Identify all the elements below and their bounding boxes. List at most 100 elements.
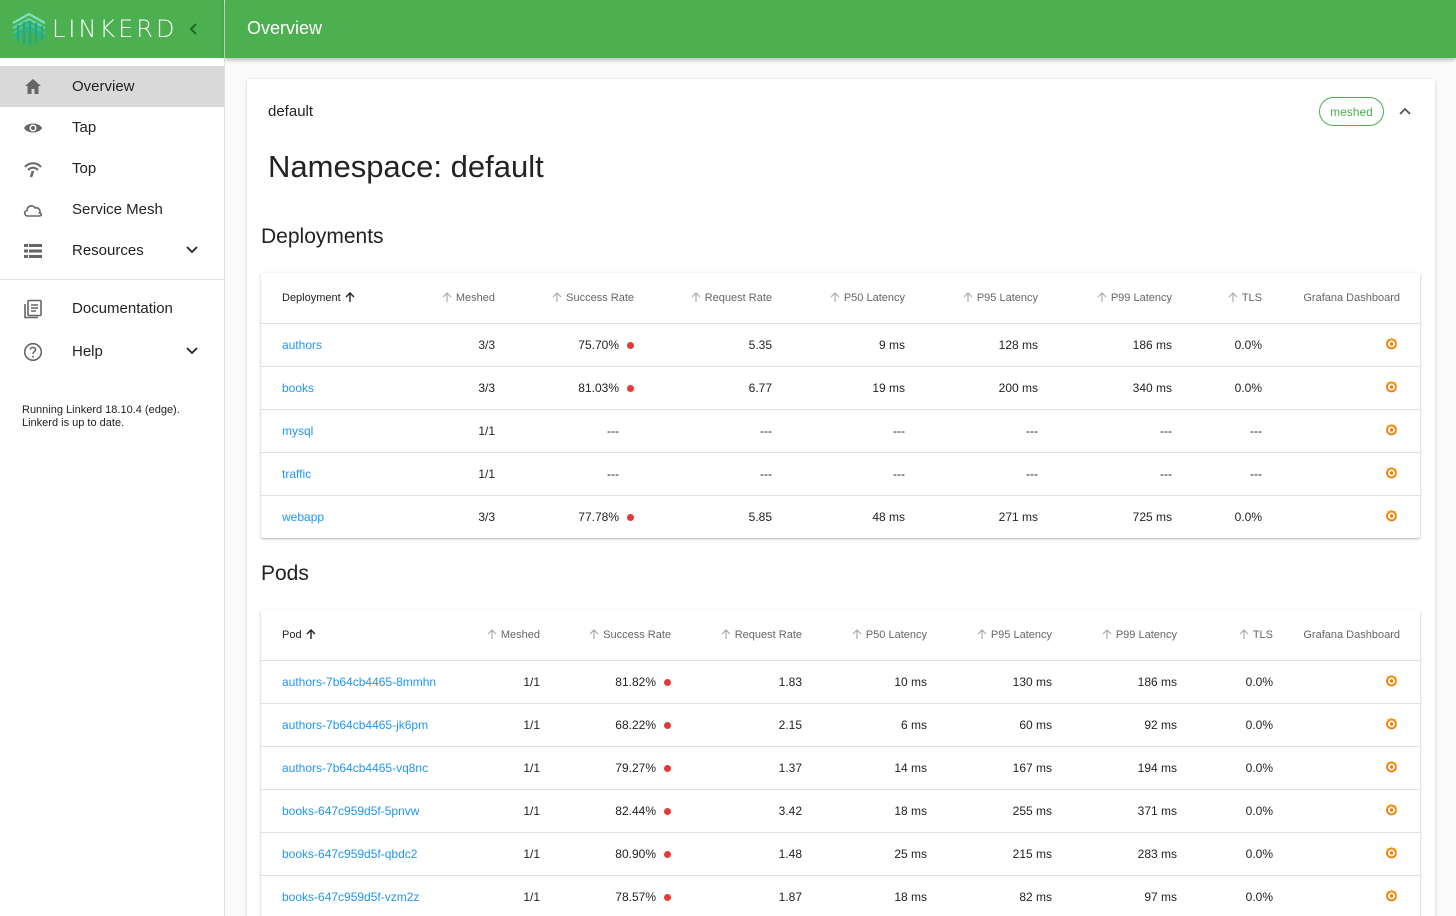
resource-name-link[interactable]: webapp	[282, 509, 325, 524]
sidebar-item-help[interactable]: Help	[0, 331, 224, 372]
resource-name-link[interactable]: books-647c959d5f-qbdc2	[282, 846, 418, 861]
grafana-icon[interactable]	[1385, 760, 1398, 773]
grafana-icon[interactable]	[1385, 846, 1398, 859]
grafana-icon[interactable]	[1385, 717, 1398, 730]
resource-name-link[interactable]: authors	[282, 337, 323, 352]
success-rate-cell: 80.90%	[552, 832, 683, 876]
resource-name-link[interactable]: mysql	[282, 423, 314, 438]
collapse-sidebar-button[interactable]	[182, 17, 206, 41]
sidebar-item-service-mesh[interactable]: Service Mesh	[0, 189, 224, 230]
tls-cell: 0.0%	[1189, 832, 1285, 876]
tls-cell: 0.0%	[1184, 366, 1274, 410]
column-header-success-rate[interactable]: Success Rate	[507, 273, 646, 324]
sidebar-item-label: Resources	[72, 242, 144, 259]
resource-name-cell: books-647c959d5f-5pnvw	[261, 789, 449, 833]
table-row[interactable]: books-647c959d5f-vzm2z 1/1 78.57% 1.87 18 ms…	[261, 875, 1420, 916]
arrow-up-icon	[345, 292, 355, 303]
update-status-line: Linkerd is up to date.	[22, 417, 125, 429]
sidebar-item-label: Top	[72, 160, 97, 177]
column-header-p50-latency[interactable]: P50 Latency	[814, 610, 939, 661]
sidebar-item-documentation[interactable]: Documentation	[0, 288, 224, 329]
linkerd-logo-icon[interactable]	[10, 11, 48, 47]
column-header-pod[interactable]: Pod	[261, 610, 449, 661]
chevron-down-icon[interactable]	[184, 343, 200, 359]
error-status-dot	[664, 764, 671, 772]
column-header-p50-latency[interactable]: P50 Latency	[784, 273, 917, 324]
column-header-p99-latency[interactable]: P99 Latency	[1050, 273, 1184, 324]
table-row[interactable]: traffic 1/1 --- --- --- --- --- ---	[261, 452, 1420, 496]
table-row[interactable]: books-647c959d5f-qbdc2 1/1 80.90% 1.48 25 ms…	[261, 832, 1420, 876]
error-status-dot	[664, 807, 671, 815]
column-header-request-rate[interactable]: Request Rate	[683, 610, 814, 661]
grafana-icon[interactable]	[1385, 889, 1398, 902]
column-header-p95-latency[interactable]: P95 Latency	[917, 273, 1050, 324]
meshed-cell: 1/1	[523, 760, 540, 775]
resource-name-link[interactable]: books	[282, 380, 315, 395]
column-header-p95-latency[interactable]: P95 Latency	[939, 610, 1064, 661]
request-rate-cell: 1.37	[683, 746, 814, 790]
p95-latency-cell: 167 ms	[1012, 760, 1052, 775]
p99-latency-cell: ---	[1050, 452, 1184, 496]
column-header-request-rate[interactable]: Request Rate	[646, 273, 784, 324]
pods-title: Pods	[261, 562, 309, 585]
p50-latency-cell: 6 ms	[900, 717, 927, 732]
meshed-cell: 3/3	[386, 366, 507, 410]
table-row[interactable]: authors-7b64cb4465-jk6pm 1/1 68.22% 2.15 6 m…	[261, 703, 1420, 747]
success-rate-cell: 82.44%	[552, 789, 683, 833]
column-label: P99 Latency	[1115, 629, 1177, 642]
column-header-p99-latency[interactable]: P99 Latency	[1064, 610, 1189, 661]
grafana-icon[interactable]	[1385, 803, 1398, 816]
table-row[interactable]: books-647c959d5f-5pnvw 1/1 82.44% 3.42 18 ms…	[261, 789, 1420, 833]
column-header-tls[interactable]: TLS	[1184, 273, 1274, 324]
grafana-icon[interactable]	[1385, 380, 1398, 393]
sidebar-item-resources[interactable]: Resources	[0, 230, 224, 271]
meshed-cell: 3/3	[478, 509, 495, 524]
grafana-icon[interactable]	[1385, 337, 1398, 350]
resource-name-link[interactable]: books-647c959d5f-5pnvw	[282, 803, 420, 818]
resource-name-link[interactable]: traffic	[282, 466, 312, 481]
grafana-cell	[1285, 875, 1420, 916]
sidebar: LINKERD Overview Tap Top	[0, 0, 225, 916]
table-row[interactable]: authors-7b64cb4465-8mmhn 1/1 81.82% 1.83 10 …	[261, 660, 1420, 704]
arrow-up-icon	[830, 292, 840, 303]
grafana-icon[interactable]	[1385, 466, 1398, 479]
table-row[interactable]: mysql 1/1 --- --- --- --- --- ---	[261, 409, 1420, 453]
resource-name-link[interactable]: authors-7b64cb4465-vq8nc	[282, 760, 429, 775]
resource-name-cell: books-647c959d5f-vzm2z	[261, 875, 449, 916]
p95-latency-cell: ---	[1026, 423, 1038, 438]
sidebar-item-overview[interactable]: Overview	[0, 66, 224, 107]
p99-latency-cell: 371 ms	[1064, 789, 1189, 833]
p50-latency-cell: 48 ms	[784, 495, 917, 538]
table-row[interactable]: webapp 3/3 77.78% 5.85 48 ms 271 ms 725 ms 0.0%	[261, 495, 1420, 538]
column-header-deployment[interactable]: Deployment	[261, 273, 386, 324]
success-rate-cell: ---	[507, 452, 646, 496]
resource-name-link[interactable]: authors-7b64cb4465-8mmhn	[282, 674, 437, 689]
grafana-icon[interactable]	[1385, 509, 1398, 522]
top-app-bar: Overview	[225, 0, 1456, 58]
tls-cell: ---	[1250, 423, 1262, 438]
column-header-grafana: Grafana Dashboard	[1274, 273, 1420, 324]
resource-name-link[interactable]: authors-7b64cb4465-jk6pm	[282, 717, 429, 732]
chevron-up-icon[interactable]	[1396, 103, 1414, 121]
column-header-tls[interactable]: TLS	[1189, 610, 1285, 661]
chevron-down-icon[interactable]	[184, 242, 200, 258]
p99-latency-cell: 97 ms	[1064, 875, 1189, 916]
column-header-meshed[interactable]: Meshed	[449, 610, 552, 661]
column-header-success-rate[interactable]: Success Rate	[552, 610, 683, 661]
success-rate-cell: 79.27%	[615, 760, 656, 775]
column-header-meshed[interactable]: Meshed	[386, 273, 507, 324]
grafana-icon[interactable]	[1385, 423, 1398, 436]
resource-name-link[interactable]: books-647c959d5f-vzm2z	[282, 889, 420, 904]
document-icon	[22, 298, 44, 320]
sidebar-item-tap[interactable]: Tap	[0, 107, 224, 148]
meshed-cell: 1/1	[523, 846, 540, 861]
request-rate-cell: 2.15	[683, 703, 814, 747]
p50-latency-cell: 19 ms	[872, 380, 905, 395]
sidebar-item-top[interactable]: Top	[0, 148, 224, 189]
table-row[interactable]: books 3/3 81.03% 6.77 19 ms 200 ms 340 ms 0.0%	[261, 366, 1420, 410]
table-row[interactable]: authors 3/3 75.70% 5.35 9 ms 128 ms 186 ms 0.0%	[261, 323, 1420, 367]
grafana-icon[interactable]	[1385, 674, 1398, 687]
column-label: Meshed	[455, 292, 495, 305]
table-row[interactable]: authors-7b64cb4465-vq8nc 1/1 79.27% 1.37 14 …	[261, 746, 1420, 790]
success-rate-cell: 77.78%	[507, 495, 646, 538]
